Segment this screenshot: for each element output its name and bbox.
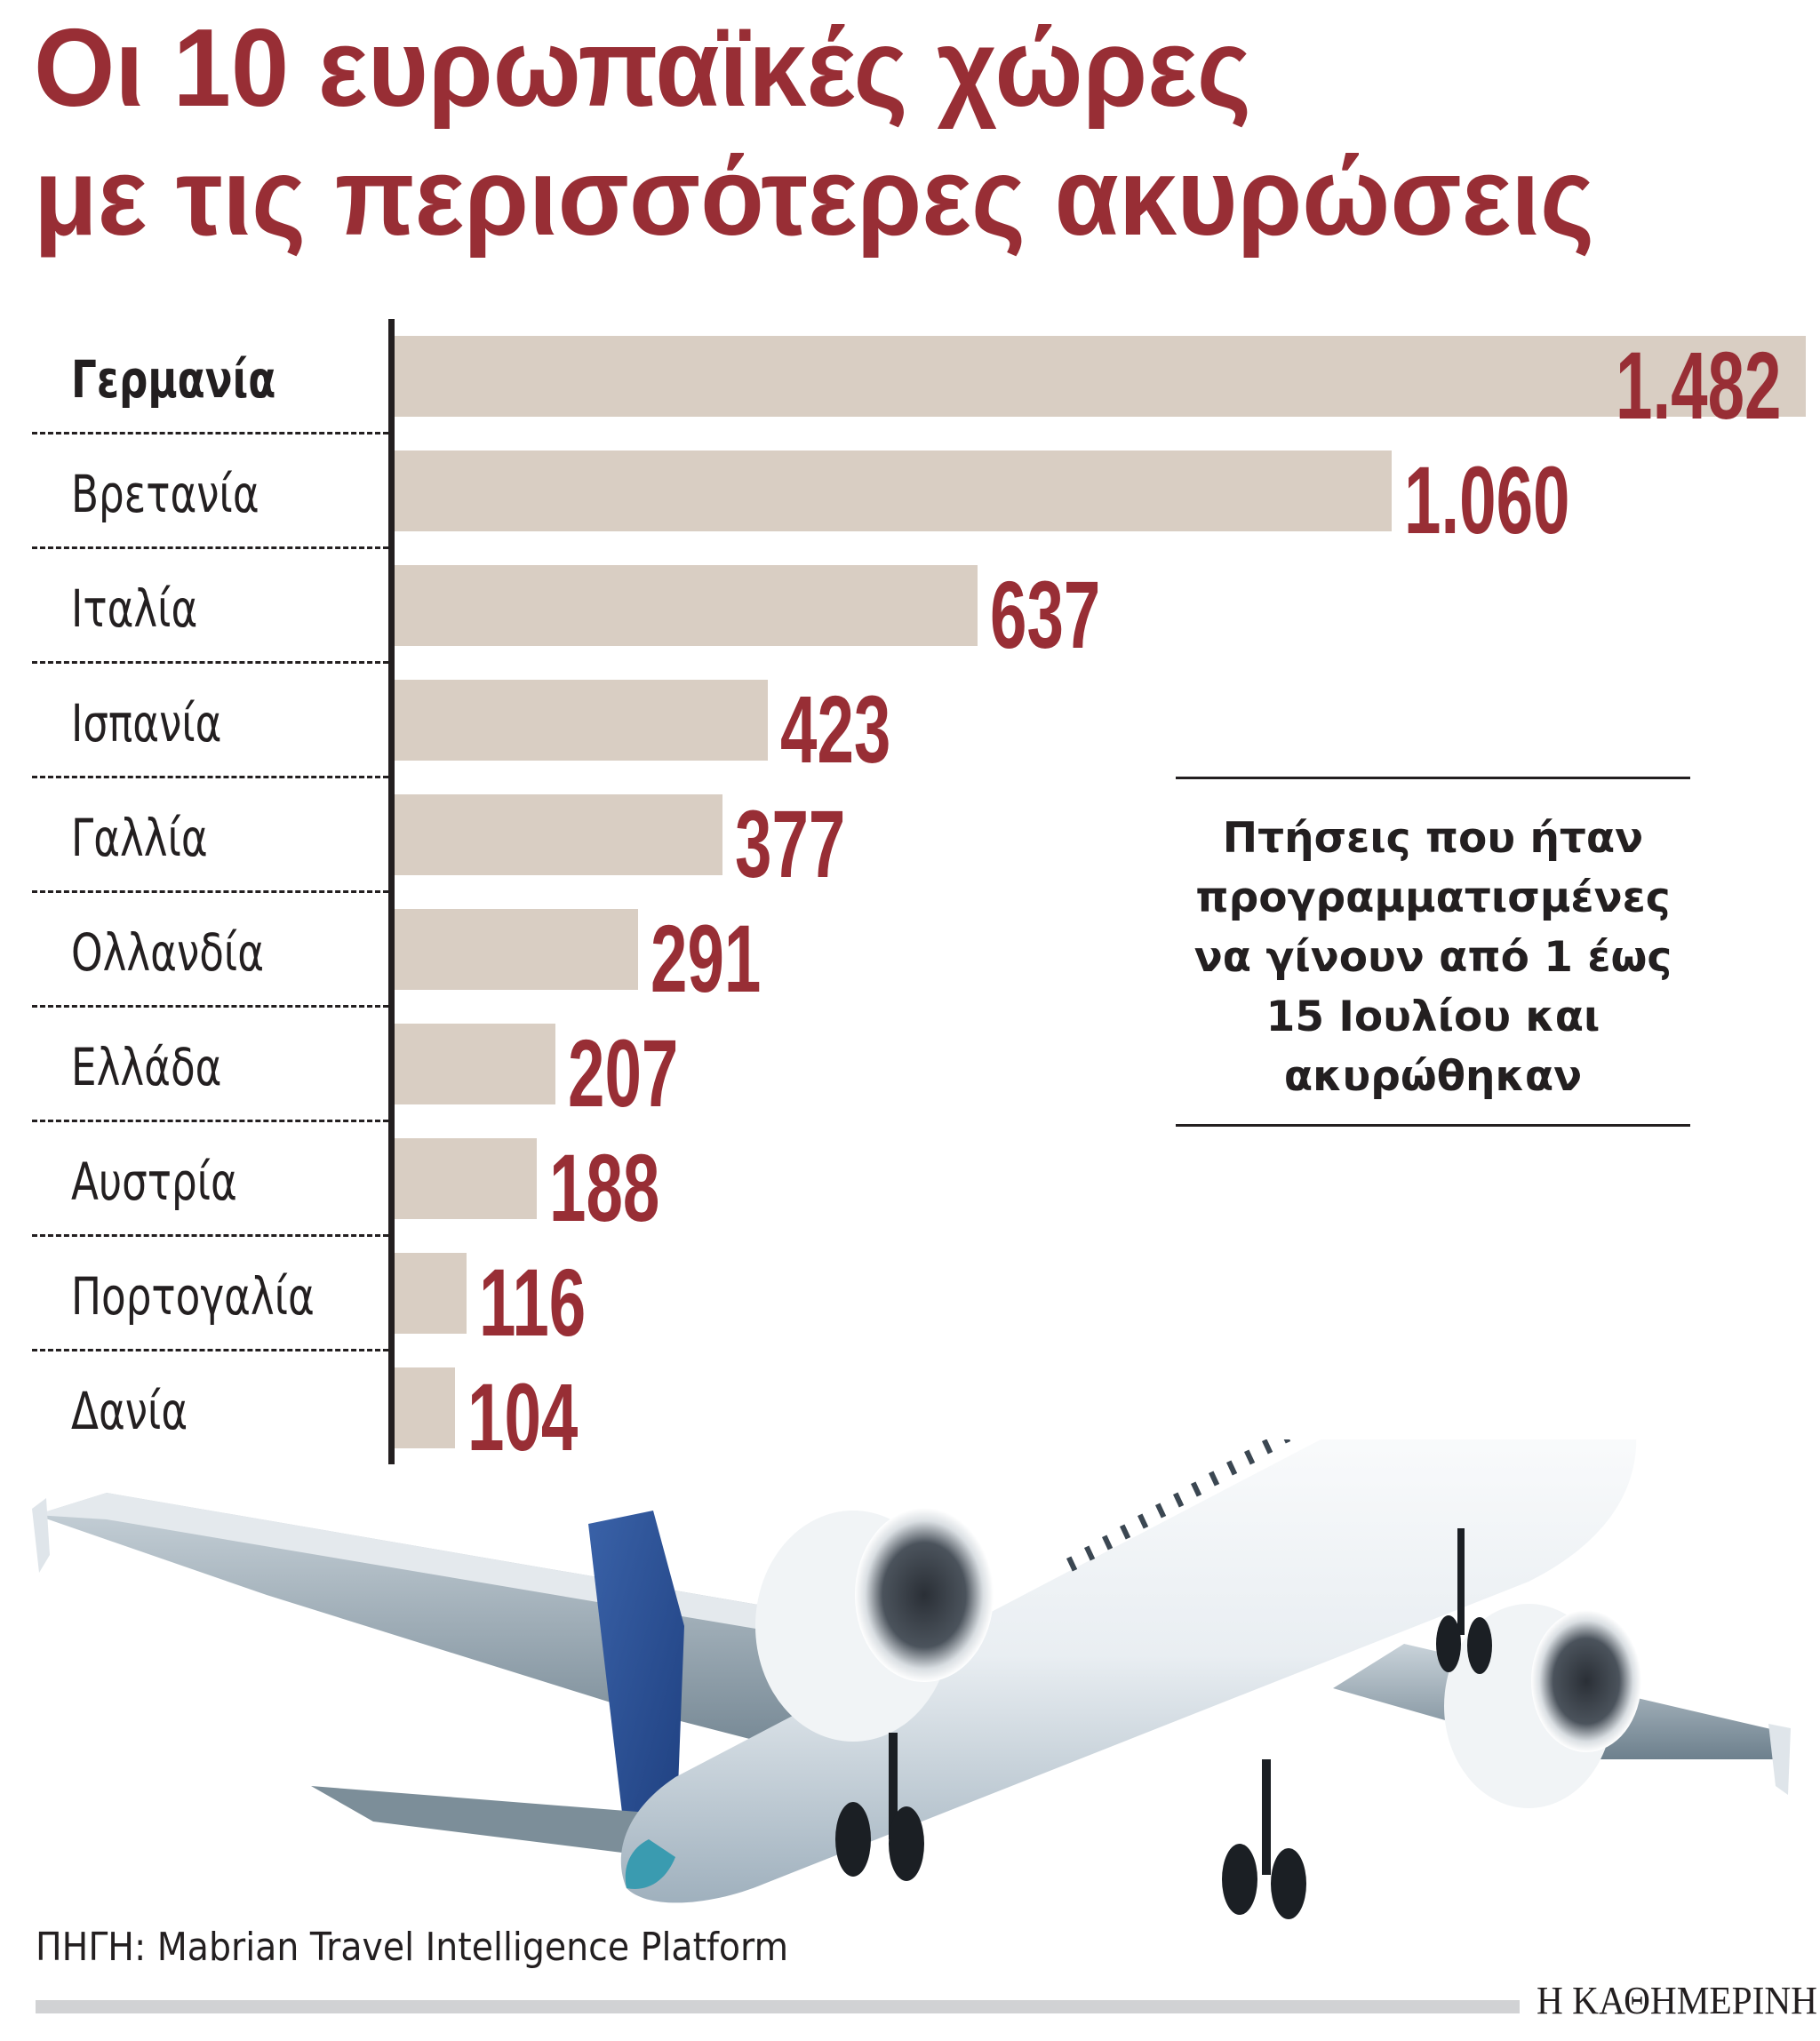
- value-label: 637: [990, 561, 1101, 668]
- bar: [395, 680, 768, 761]
- row-divider: [32, 432, 388, 435]
- title-line-1: Οι 10 ευρωπαϊκές χώρες: [34, 7, 1251, 130]
- value-label: 423: [780, 675, 891, 783]
- chart-axis: [388, 319, 395, 1464]
- value-label: 377: [735, 790, 846, 897]
- country-label: Βρετανία: [71, 464, 259, 524]
- fuselage: [620, 1439, 1637, 1903]
- publisher-logo: Η ΚΑΘΗΜΕΡΙΝΗ: [1537, 1979, 1817, 2022]
- row-divider: [32, 1349, 388, 1351]
- row-divider: [32, 661, 388, 664]
- note-line-2: προγραμματισμένες: [1195, 873, 1671, 922]
- bar: [395, 450, 1392, 531]
- airplane-illustration: [32, 1439, 1791, 1919]
- note-line-4: 15 Ιουλίου και: [1265, 993, 1600, 1041]
- footer-rule: [36, 2000, 1520, 2013]
- landing-gear: [835, 1528, 1492, 1919]
- value-label: 1.060: [1404, 446, 1570, 554]
- chart-note: Πτήσεις που ήταν προγραμματισμένες να γί…: [1176, 809, 1690, 1106]
- bar: [395, 336, 1806, 417]
- row-divider: [32, 1120, 388, 1122]
- bar: [395, 565, 978, 646]
- country-label: Ελλάδα: [71, 1037, 222, 1097]
- bar: [395, 794, 722, 875]
- row-divider: [32, 776, 388, 778]
- row-divider: [32, 890, 388, 893]
- country-label: Ιταλία: [71, 578, 198, 639]
- bar: [395, 1024, 555, 1104]
- country-label: Ολλανδία: [71, 922, 265, 983]
- country-label: Γαλλία: [71, 808, 208, 868]
- row-divider: [32, 1234, 388, 1237]
- bar: [395, 1253, 467, 1334]
- value-label: 291: [651, 905, 762, 1012]
- row-divider: [32, 1005, 388, 1008]
- stabilizer: [311, 1786, 658, 1857]
- note-line-5: ακυρώθηκαν: [1283, 1052, 1583, 1101]
- value-label: 116: [479, 1248, 587, 1356]
- bar: [395, 909, 638, 990]
- country-label: Γερμανία: [71, 349, 276, 410]
- title-line-2: με τις περισσότερες ακυρώσεις: [34, 136, 1594, 259]
- left-wing: [32, 1493, 960, 1777]
- value-label: 188: [549, 1134, 660, 1241]
- value-label: 104: [467, 1363, 579, 1471]
- value-label: 207: [568, 1019, 679, 1127]
- source-credit: ΠΗΓΗ: Mabrian Travel Intelligence Platfo…: [36, 1925, 788, 1970]
- row-divider: [32, 546, 388, 549]
- left-engine: [755, 1508, 994, 1742]
- bar: [395, 1367, 455, 1448]
- note-line-1: Πτήσεις που ήταν: [1222, 814, 1644, 863]
- bar: [395, 1138, 537, 1219]
- country-label: Ισπανία: [71, 693, 222, 753]
- country-label: Αυστρία: [71, 1152, 237, 1212]
- note-bottom-rule: [1176, 1124, 1690, 1127]
- value-label: 1.482: [1615, 331, 1781, 439]
- country-label: Δανία: [71, 1381, 188, 1441]
- note-line-3: να γίνουν από 1 έως: [1193, 933, 1672, 982]
- note-top-rule: [1176, 777, 1690, 779]
- tail-fin: [588, 1511, 684, 1857]
- country-label: Πορτογαλία: [71, 1266, 315, 1327]
